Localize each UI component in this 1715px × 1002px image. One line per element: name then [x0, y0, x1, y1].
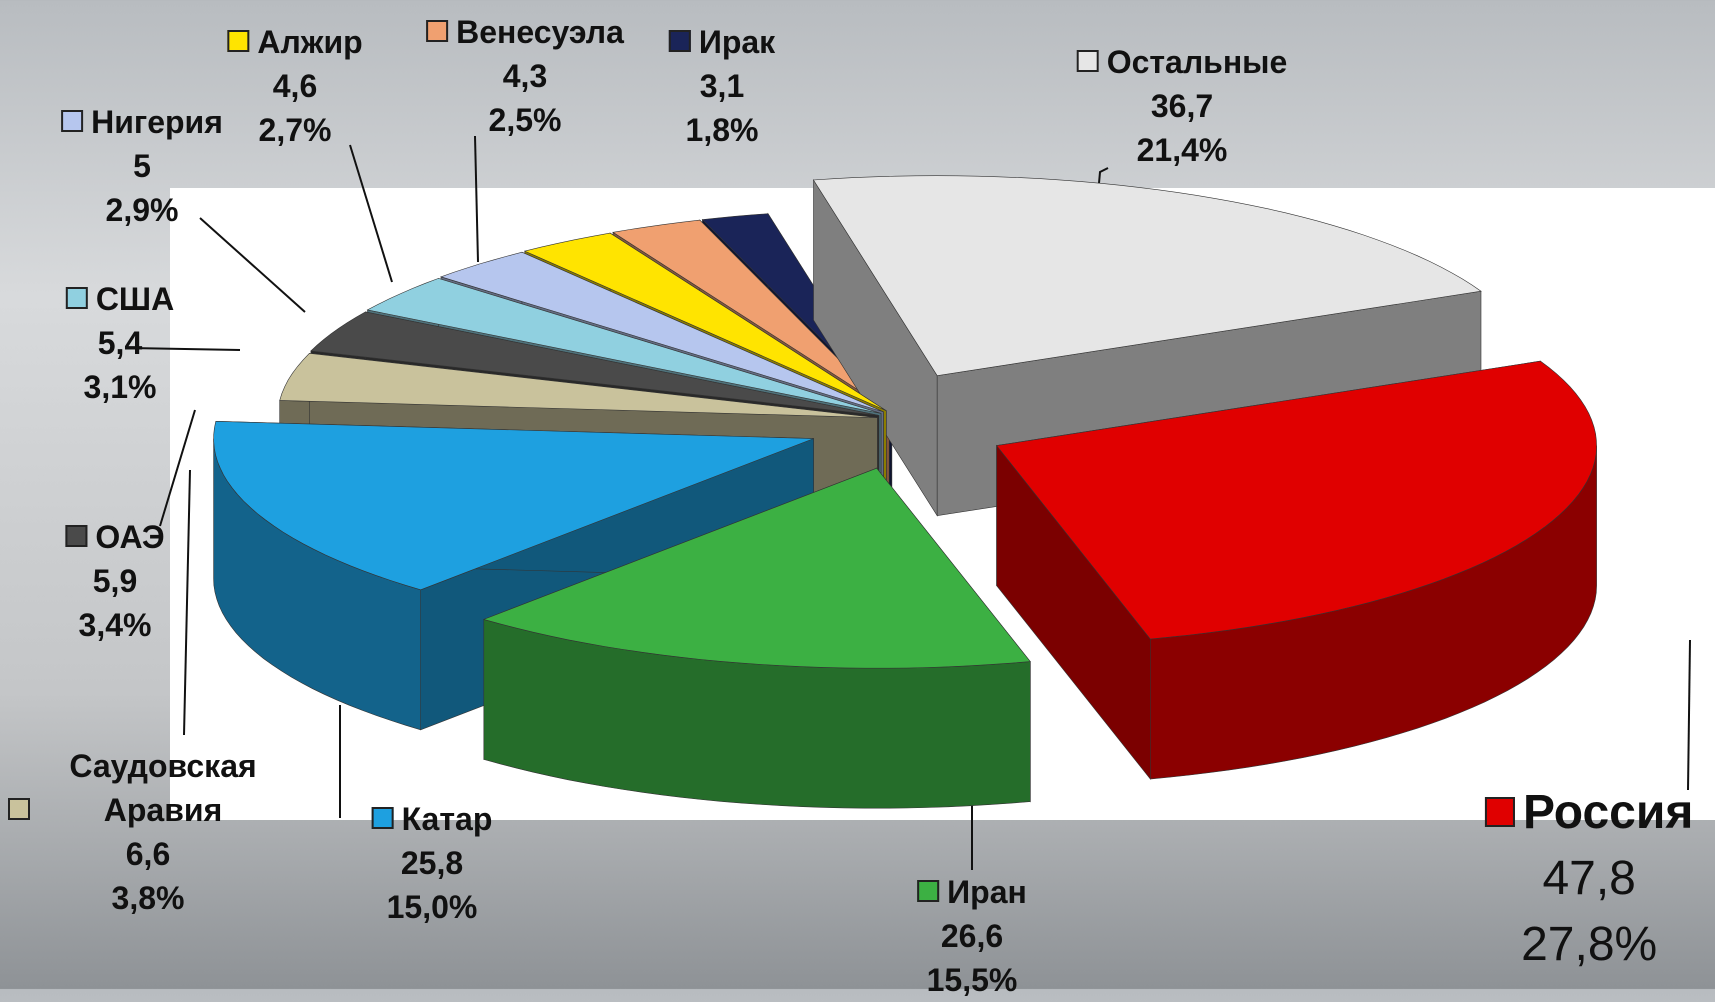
percent-label: 3,4%: [65, 603, 164, 647]
category-name: Венесуэла: [426, 10, 624, 54]
category-name: ОАЭ: [65, 515, 164, 559]
leader-line: [475, 136, 478, 262]
legend-label: Иран: [947, 874, 1027, 910]
leader-line: [200, 218, 305, 312]
value-label: 3,1: [669, 64, 775, 108]
legend-label: Саудовская Аравия: [38, 744, 288, 832]
legend-label: Катар: [402, 801, 493, 837]
percent-label: 1,8%: [669, 108, 775, 152]
percent-label: 15,5%: [917, 958, 1027, 1002]
category-name: Катар: [372, 797, 493, 841]
pie: [214, 176, 1597, 809]
category-name: Остальные: [1077, 40, 1288, 84]
category-name: Нигерия: [61, 100, 223, 144]
percent-label: 27,8%: [1485, 912, 1693, 978]
category-name: Иран: [917, 870, 1027, 914]
percent-label: 2,9%: [61, 188, 223, 232]
percent-label: 2,5%: [426, 98, 624, 142]
value-label: 47,8: [1485, 846, 1693, 912]
category-name: Саудовская Аравия: [8, 744, 288, 832]
legend-label: Остальные: [1107, 44, 1288, 80]
value-label: 5: [61, 144, 223, 188]
value-label: 36,7: [1077, 84, 1288, 128]
page: (() => { const data = JSON.parse(documen…: [0, 0, 1715, 989]
percent-label: 15,0%: [372, 885, 493, 929]
legend-swatch: [917, 880, 939, 902]
legend-label: ОАЭ: [95, 519, 164, 555]
legend-label: Венесуэла: [456, 14, 624, 50]
leader-line: [1688, 640, 1690, 790]
legend-swatch: [669, 30, 691, 52]
value-label: 4,6: [227, 64, 362, 108]
category-name: Ирак: [669, 20, 775, 64]
value-label: 4,3: [426, 54, 624, 98]
percent-label: 21,4%: [1077, 128, 1288, 172]
legend-swatch: [8, 798, 30, 820]
category-name: США: [66, 277, 174, 321]
value-label: 5,9: [65, 559, 164, 603]
legend-swatch: [65, 525, 87, 547]
legend-swatch: [66, 287, 88, 309]
legend-label: Алжир: [257, 24, 362, 60]
category-name: Алжир: [227, 20, 362, 64]
leader-line: [350, 145, 392, 282]
legend-label: США: [96, 281, 174, 317]
legend-swatch: [426, 20, 448, 42]
legend-label: Нигерия: [91, 104, 223, 140]
legend-swatch: [227, 30, 249, 52]
legend-label: Ирак: [699, 24, 775, 60]
value-label: 5,4: [66, 321, 174, 365]
value-label: 6,6: [8, 832, 288, 876]
percent-label: 2,7%: [227, 108, 362, 152]
legend-label: Россия: [1523, 786, 1693, 839]
percent-label: 3,1%: [66, 365, 174, 409]
category-name: Россия: [1485, 780, 1693, 846]
legend-swatch: [1077, 50, 1099, 72]
percent-label: 3,8%: [8, 876, 288, 920]
legend-swatch: [372, 807, 394, 829]
value-label: 26,6: [917, 914, 1027, 958]
legend-swatch: [1485, 797, 1515, 827]
legend-swatch: [61, 110, 83, 132]
value-label: 25,8: [372, 841, 493, 885]
leader-line: [184, 470, 190, 735]
